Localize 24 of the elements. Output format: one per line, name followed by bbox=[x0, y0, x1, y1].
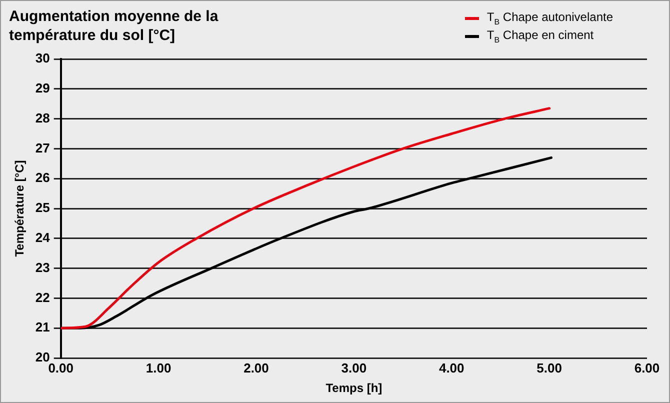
legend-label: T$_{B}$ Chape en ciment bbox=[486, 28, 594, 44]
y-tick-label: 29 bbox=[35, 80, 50, 96]
x-tick-label: 4.00 bbox=[438, 360, 464, 376]
y-tick-label: 20 bbox=[35, 350, 50, 365]
x-tick-label: 6.00 bbox=[634, 360, 660, 376]
x-axis-title: Temps [h] bbox=[326, 381, 382, 396]
x-tick-label: 2.00 bbox=[244, 360, 269, 376]
chart-title: Augmentation moyenne de la température du sol [°C] bbox=[9, 7, 220, 45]
legend-label: T$_{B}$ Chape autonivelante bbox=[486, 10, 613, 26]
x-tick-label: 0.00 bbox=[48, 360, 74, 376]
y-tick-label: 21 bbox=[35, 320, 50, 335]
y-tick-label: 27 bbox=[35, 140, 50, 156]
x-tick-label: 3.00 bbox=[341, 360, 367, 376]
y-tick-label: 28 bbox=[35, 110, 50, 126]
y-axis-title: Température [°C] bbox=[12, 160, 27, 257]
y-tick-label: 25 bbox=[35, 200, 50, 216]
y-tick-label: 23 bbox=[35, 260, 50, 275]
y-tick-label: 26 bbox=[35, 170, 50, 186]
y-tick-label: 22 bbox=[35, 290, 50, 305]
line-series bbox=[60, 107, 551, 330]
x-tick-label: 1.00 bbox=[146, 360, 172, 376]
x-tick-label: 5.00 bbox=[536, 360, 562, 376]
y-tick-label: 30 bbox=[35, 50, 50, 66]
y-tick-label: 24 bbox=[35, 230, 51, 245]
